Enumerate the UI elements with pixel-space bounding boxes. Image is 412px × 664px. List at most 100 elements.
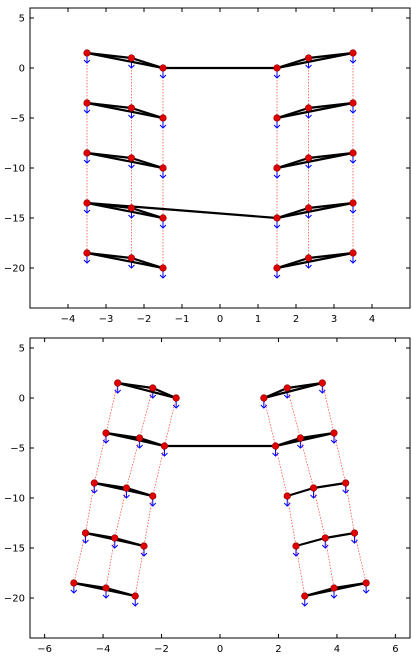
- force-arrow-head: [159, 124, 167, 129]
- y-tick-label: −15: [4, 544, 25, 555]
- force-arrow-head: [301, 602, 309, 607]
- joint-point: [304, 254, 313, 262]
- force-arrow-head: [273, 274, 281, 279]
- structure-link: [116, 381, 178, 400]
- force-arrow-head: [330, 594, 338, 599]
- joint-point: [159, 264, 167, 272]
- joint-point: [127, 54, 136, 62]
- joint-point: [273, 164, 281, 172]
- x-tick-label: 6: [392, 644, 398, 655]
- joint-point: [159, 114, 167, 122]
- force-arrow-head: [305, 264, 312, 269]
- structure-link: [85, 151, 165, 170]
- joint-point: [362, 579, 370, 587]
- x-tick-label: 2: [275, 644, 281, 655]
- structure-link: [85, 201, 165, 220]
- joint-point: [321, 534, 329, 542]
- x-tick-label: 2: [293, 314, 299, 325]
- y-tick-label: 5: [19, 14, 25, 25]
- x-tick-label: −6: [37, 644, 52, 655]
- structure-link: [324, 531, 356, 540]
- structure-link: [85, 201, 279, 220]
- dashed-connector: [275, 445, 288, 497]
- y-tick-label: 0: [19, 64, 25, 75]
- dashed-connector: [139, 387, 154, 439]
- dashed-connector: [263, 397, 276, 447]
- force-arrow-head: [140, 552, 148, 557]
- y-tick-label: −10: [4, 494, 25, 505]
- structure-link: [85, 51, 165, 70]
- dashed-connector: [313, 487, 326, 539]
- structure-link: [85, 251, 165, 270]
- y-tick-label: −5: [10, 444, 25, 455]
- joint-point: [349, 49, 357, 57]
- force-arrow-head: [159, 174, 167, 179]
- joint-point: [111, 534, 119, 542]
- force-arrow-head: [128, 114, 135, 119]
- force-arrow-head: [70, 589, 78, 594]
- joint-point: [330, 584, 338, 592]
- structure-link: [294, 536, 327, 548]
- force-arrow-head: [111, 544, 119, 549]
- joint-point: [301, 592, 309, 600]
- force-arrow-head: [159, 274, 167, 279]
- dashed-connector: [324, 537, 335, 589]
- force-arrow-head: [83, 259, 91, 264]
- force-arrow-head: [114, 389, 122, 394]
- dashed-connector: [345, 482, 355, 534]
- joint-point: [349, 199, 357, 207]
- top-plot: −4 −3 −2 −1 0 1 2 3 450−5−10−15−20: [4, 7, 411, 325]
- x-tick-label: 3: [331, 314, 337, 325]
- dashed-connector: [295, 545, 306, 597]
- structure-link: [312, 481, 347, 490]
- force-arrow-head: [330, 439, 338, 444]
- joint-point: [83, 199, 91, 207]
- y-tick-label: −20: [4, 594, 25, 605]
- joint-point: [342, 479, 350, 487]
- joint-point: [296, 434, 304, 442]
- force-arrow-head: [283, 502, 291, 507]
- dashed-connector: [333, 432, 347, 484]
- joint-point: [83, 99, 91, 107]
- x-tick-label: −4: [96, 644, 111, 655]
- force-arrow-head: [283, 394, 291, 399]
- x-tick-label: 4: [369, 314, 375, 325]
- force-arrow-head: [102, 594, 110, 599]
- structure-link: [85, 101, 165, 120]
- joint-point: [127, 104, 136, 112]
- dashed-connector: [164, 397, 177, 447]
- joint-point: [350, 529, 359, 537]
- joint-point: [273, 214, 281, 222]
- joint-point: [349, 99, 357, 107]
- structure-link: [275, 201, 355, 220]
- joint-point: [172, 394, 180, 402]
- force-arrow-head: [102, 439, 110, 444]
- force-arrow-head: [128, 264, 135, 269]
- joint-point: [273, 114, 281, 122]
- axes-frame: [29, 337, 411, 639]
- joint-point: [304, 154, 313, 162]
- x-tick-label: −3: [99, 314, 114, 325]
- joint-point: [292, 542, 300, 550]
- force-arrow-head: [83, 209, 91, 214]
- structure-link: [275, 101, 355, 120]
- joint-point: [273, 264, 281, 272]
- joint-point: [160, 442, 169, 450]
- joint-point: [318, 379, 326, 387]
- joint-point: [304, 104, 313, 112]
- force-arrow-head: [123, 494, 130, 499]
- force-arrow-head: [260, 404, 268, 409]
- joint-point: [83, 249, 91, 257]
- joint-point: [304, 204, 313, 212]
- joint-point: [149, 492, 157, 500]
- structure-link: [275, 51, 355, 70]
- force-arrow-head: [321, 544, 329, 549]
- force-arrow-head: [318, 389, 326, 394]
- joint-point: [90, 479, 98, 487]
- structure-link: [104, 431, 166, 448]
- joint-point: [83, 49, 91, 57]
- force-arrow-head: [128, 164, 135, 169]
- dashed-connector: [143, 495, 154, 547]
- joint-point: [102, 584, 110, 592]
- dashed-connector: [126, 437, 140, 489]
